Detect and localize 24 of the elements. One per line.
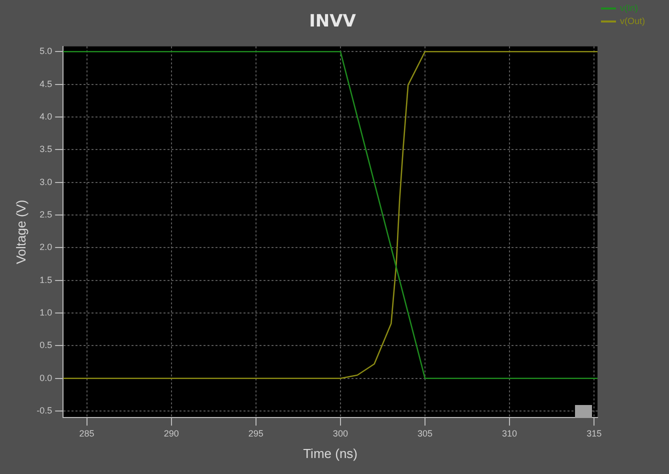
y-tick-label: 2.0: [40, 242, 52, 252]
x-tick-label: 315: [586, 428, 602, 438]
x-tick-label: 285: [79, 428, 94, 438]
y-tick-label: 4.5: [40, 78, 52, 89]
x-axis-title: Time (ns): [303, 446, 358, 461]
y-tick-label: 5.0: [40, 46, 52, 56]
y-tick-label: 1.5: [40, 274, 52, 285]
x-tick-label: 290: [164, 428, 179, 438]
x-tick-label: 305: [417, 428, 433, 438]
y-tick-label: 4.0: [40, 111, 52, 122]
legend-label: v(Out): [620, 16, 646, 26]
chart-title: INVV: [309, 12, 357, 32]
y-tick-label: 3.0: [40, 176, 52, 187]
legend-label: v(In): [620, 2, 638, 13]
y-tick-label: 2.5: [40, 209, 52, 220]
x-tick-label: 300: [332, 428, 348, 438]
x-tick-label: 310: [502, 428, 518, 438]
y-tick-label: 3.5: [40, 144, 52, 154]
y-tick-label: -0.5: [36, 406, 52, 416]
y-axis-title: Voltage (V): [13, 200, 28, 264]
y-tick-label: 1.0: [40, 308, 52, 318]
y-tick-label: 0.0: [40, 372, 52, 383]
x-tick-label: 295: [248, 428, 264, 438]
y-tick-label: 0.5: [40, 340, 52, 350]
